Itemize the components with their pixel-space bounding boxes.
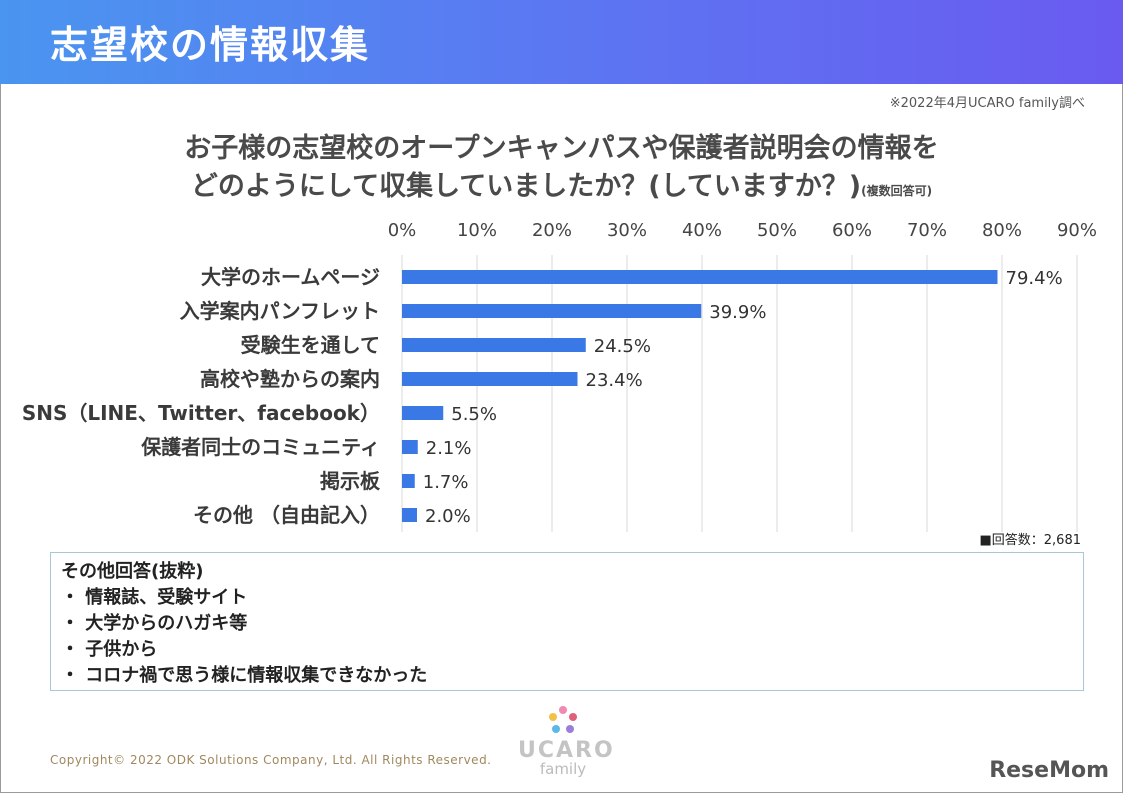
other-answer-item: ・ 大学からのハガキ等 (61, 613, 248, 634)
category-label: 保護者同士のコミュニティ (140, 435, 380, 459)
header-banner: 志望校の情報収集 (0, 0, 1123, 84)
bar (402, 270, 998, 284)
category-label: 入学案内パンフレット (180, 299, 380, 323)
question-line-2-wrap: どのようにして収集していましたか？(していますか？)(複数回答可) (0, 164, 1123, 203)
x-tick-label: 0% (388, 220, 417, 241)
logo-subtitle: family (539, 760, 587, 778)
other-answer-item: ・ 情報誌、受験サイト (61, 587, 248, 608)
other-answer-item: ・ 子供から (61, 639, 158, 660)
bar (402, 406, 444, 420)
logo-wordmark: UCARO (518, 738, 615, 763)
other-answers-box: その他回答(抜粋) ・ 情報誌、受験サイト ・ 大学からのハガキ等 ・ 子供から… (50, 552, 1084, 691)
source-note: ※2022年4月UCARO family調べ (889, 96, 1085, 111)
data-label: 39.9% (709, 302, 766, 323)
question-line-1: お子様の志望校のオープンキャンパスや保護者説明会の情報を (184, 133, 939, 164)
data-label: 24.5% (594, 336, 651, 357)
data-label: 79.4% (1006, 268, 1063, 289)
x-tick-label: 60% (832, 220, 872, 241)
x-tick-label: 40% (682, 220, 722, 241)
x-tick-label: 30% (607, 220, 647, 241)
category-label: 掲示板 (320, 469, 381, 493)
copyright-notice: Copyright© 2022 ODK Solutions Company, L… (50, 753, 492, 767)
other-answer-item: ・ コロナ禍で思う様に情報収集できなかった (61, 665, 428, 686)
page-title: 志望校の情報収集 (50, 23, 371, 67)
ucaro-logo: UCARO family (518, 702, 615, 782)
publisher-logo: ReseMom (989, 758, 1109, 783)
x-tick-label: 90% (1057, 220, 1097, 241)
question-line-2: どのようにして収集していましたか？(していますか？) (190, 171, 862, 202)
data-label: 5.5% (451, 404, 497, 425)
other-answers-title: その他回答(抜粋) (61, 561, 204, 582)
x-tick-label: 80% (982, 220, 1022, 241)
x-tick-label: 50% (757, 220, 797, 241)
category-label: その他 （自由記入） (193, 503, 380, 527)
data-label: 1.7% (423, 472, 469, 493)
x-tick-label: 10% (457, 220, 497, 241)
category-label: 高校や塾からの案内 (200, 367, 380, 391)
bar (402, 372, 578, 386)
flower-icon (549, 706, 577, 733)
data-label: 2.0% (425, 506, 471, 527)
bar (402, 474, 415, 488)
respondent-count: ■回答数：2,681 (979, 533, 1082, 548)
bar (402, 440, 418, 454)
data-label: 2.1% (426, 438, 472, 459)
bar (402, 508, 417, 522)
x-tick-label: 70% (907, 220, 947, 241)
bar (402, 338, 586, 352)
category-label: SNS（LINE、Twitter、facebook） (22, 401, 380, 425)
question-note: (複数回答可) (861, 184, 933, 198)
x-tick-label: 20% (532, 220, 572, 241)
bar (402, 304, 702, 318)
bar-chart: 0% 10% 20% 30% 40% 50% 60% 70% 80% 90% 大学のホームページ 79… (22, 220, 1097, 532)
data-label: 23.4% (586, 370, 643, 391)
category-label: 大学のホームページ (201, 265, 380, 289)
category-label: 受験生を通して (241, 333, 380, 357)
